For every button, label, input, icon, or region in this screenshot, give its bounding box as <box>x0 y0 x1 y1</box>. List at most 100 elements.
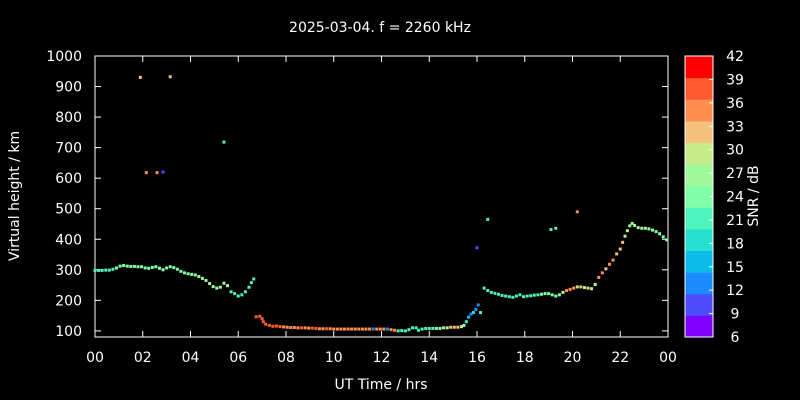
data-point <box>307 326 311 330</box>
plot-frame <box>94 55 669 338</box>
data-point <box>420 327 424 331</box>
data-point <box>623 234 627 238</box>
x-tick-label: 22 <box>611 350 629 366</box>
colorbar-tick-label: 9 <box>731 307 740 323</box>
data-point <box>557 293 561 297</box>
data-point <box>650 228 654 232</box>
data-point <box>132 264 136 268</box>
data-point <box>471 311 475 315</box>
data-point <box>400 329 404 333</box>
x-tick-label: 20 <box>564 350 582 366</box>
data-point <box>514 294 518 298</box>
y-tick-label: 500 <box>55 202 82 218</box>
data-point <box>179 269 183 273</box>
data-point <box>183 271 187 275</box>
data-point <box>489 290 493 294</box>
data-point <box>222 281 226 285</box>
data-point <box>342 327 346 331</box>
data-point <box>604 267 608 271</box>
data-point <box>417 328 421 332</box>
data-point <box>565 289 569 293</box>
data-point <box>243 290 247 294</box>
y-tick-label: 400 <box>55 232 82 248</box>
data-point <box>325 327 329 331</box>
colorbar-segment <box>685 142 713 165</box>
data-point <box>459 325 463 329</box>
x-tick-label: 18 <box>516 350 534 366</box>
x-tick-label: 14 <box>420 350 438 366</box>
data-point <box>168 75 172 79</box>
data-point <box>204 278 208 282</box>
data-point <box>474 308 478 312</box>
data-point <box>233 292 237 296</box>
colorbar-segment <box>685 185 713 208</box>
data-points <box>93 75 669 333</box>
y-tick-label: 1000 <box>46 49 82 65</box>
data-point <box>618 247 622 251</box>
x-tick-label: 10 <box>325 350 343 366</box>
colorbar-tick-label: 42 <box>726 49 744 65</box>
data-point <box>550 293 554 297</box>
data-point <box>547 292 551 296</box>
data-point <box>654 230 658 234</box>
y-tick-label: 600 <box>55 171 82 187</box>
data-point <box>368 327 372 331</box>
data-point <box>271 324 275 328</box>
data-point <box>186 272 190 276</box>
data-point <box>300 326 304 330</box>
data-point <box>504 294 508 298</box>
data-point <box>476 303 480 307</box>
colorbar-segment <box>685 99 713 122</box>
data-point <box>572 286 576 290</box>
y-axis: 100 200 300 400 500 600 700 800 900 1000 <box>46 49 668 340</box>
data-point <box>208 282 212 286</box>
colorbar-label: SNR / dB <box>746 165 762 226</box>
data-point <box>389 328 393 332</box>
data-point <box>608 262 612 266</box>
data-point <box>335 327 339 331</box>
data-point <box>403 329 407 333</box>
data-point <box>424 326 428 330</box>
data-point <box>193 273 197 277</box>
data-point <box>554 226 558 230</box>
data-point <box>310 326 314 330</box>
data-point <box>532 293 536 297</box>
colorbar-segment <box>685 164 713 187</box>
colorbar-segment <box>685 228 713 252</box>
y-tick-label: 700 <box>55 141 82 157</box>
data-point <box>582 286 586 290</box>
data-point <box>464 320 468 324</box>
data-point <box>111 267 115 271</box>
data-point <box>611 258 615 262</box>
data-point <box>568 287 572 291</box>
colorbar-tick-label: 15 <box>726 260 744 276</box>
data-point <box>129 264 133 268</box>
data-point <box>261 320 265 324</box>
data-point <box>252 277 256 281</box>
data-point <box>500 293 504 297</box>
data-point <box>449 325 453 329</box>
data-point <box>278 325 282 329</box>
data-point <box>136 265 140 269</box>
data-point <box>285 325 289 329</box>
data-point <box>100 268 104 272</box>
y-tick-label: 300 <box>55 263 82 279</box>
data-point <box>661 235 665 239</box>
colorbar-tick-label: 33 <box>726 119 744 135</box>
colorbar-segment <box>685 250 713 273</box>
data-point <box>161 268 165 272</box>
colorbar-segment <box>685 272 713 295</box>
data-point <box>469 312 473 316</box>
x-tick-label: 16 <box>468 350 486 366</box>
colorbar-segment <box>685 77 713 100</box>
data-point <box>264 322 268 326</box>
data-point <box>396 329 400 333</box>
data-point <box>346 327 350 331</box>
data-point <box>445 326 449 330</box>
data-point <box>218 285 222 289</box>
data-point <box>507 295 511 299</box>
data-point <box>511 295 515 299</box>
data-point <box>97 268 101 272</box>
data-point <box>431 326 435 330</box>
data-point <box>575 210 579 214</box>
